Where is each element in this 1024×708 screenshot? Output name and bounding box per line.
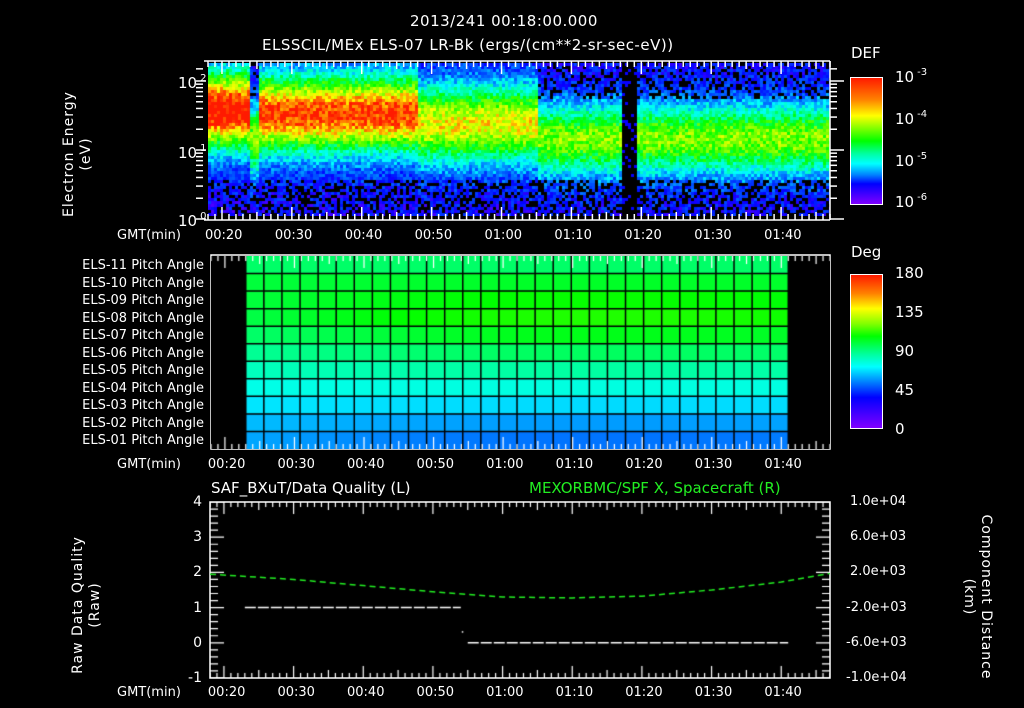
time-tick-label: 00:40 <box>347 457 385 472</box>
pitch-angle-row-label: ELS-05 Pitch Angle <box>82 363 204 379</box>
plot-datetime: 2013/241 00:18:00.000 <box>410 12 598 30</box>
panel3-time-label: GMT(min) <box>117 685 181 700</box>
time-tick-label: 00:30 <box>274 228 313 243</box>
def-label-1e-3: 10 -3 <box>895 67 928 86</box>
time-tick-label: 00:20 <box>207 457 246 472</box>
pitch-angle-row-label: ELS-04 Pitch Angle <box>82 380 204 396</box>
right-axis-tick-label: -1.0e+04 <box>846 670 907 685</box>
panel1-time-label: GMT(min) <box>117 228 181 243</box>
right-axis-title: Component Distance <box>978 514 994 680</box>
time-tick-label: 00:30 <box>277 457 315 472</box>
panel2-time-label: GMT(min) <box>117 457 181 472</box>
time-tick-label: 01:40 <box>764 228 802 243</box>
time-tick-label: 01:20 <box>625 457 663 472</box>
left-axis-units: (Raw) <box>87 582 103 628</box>
deg-colorbar-title: Deg <box>851 243 882 261</box>
time-tick-label: 01:20 <box>625 685 663 700</box>
pitch-angle-row-label: ELS-11 Pitch Angle <box>82 258 204 273</box>
deg-colorbar-label: 135 <box>895 303 924 321</box>
right-axis-tick-label: 6.0e+03 <box>850 529 907 545</box>
time-tick-label: 00:50 <box>416 685 455 700</box>
panel3-left-ylabel: Raw Data Quality (Raw) <box>70 535 104 675</box>
time-tick-label: 01:20 <box>624 228 662 243</box>
time-tick-label: 01:40 <box>764 457 802 472</box>
pitch-angle-row-label: ELS-02 Pitch Angle <box>82 415 204 431</box>
def-colorbar-title: DEF <box>851 44 881 62</box>
left-axis-tick-label: 1 <box>193 599 202 616</box>
time-tick-label: 01:00 <box>484 228 522 243</box>
time-tick-label: 01:30 <box>694 685 733 700</box>
deg-colorbar-label: 90 <box>895 342 915 360</box>
time-tick-label: 00:20 <box>204 228 243 243</box>
ytick-1e2: 10 2 <box>178 73 207 92</box>
deg-colorbar-label: 180 <box>895 264 924 282</box>
def-label-1e-4: 10 -4 <box>895 109 928 128</box>
deg-colorbar-label: 45 <box>895 381 915 399</box>
pitch-angle-row-label: ELS-06 Pitch Angle <box>82 345 204 361</box>
deg-colorbar-label: 0 <box>895 420 905 438</box>
left-axis-tick-label: 0 <box>193 634 202 651</box>
pitch-angle-row-label: ELS-10 Pitch Angle <box>82 275 204 291</box>
right-axis-tick-label: -6.0e+03 <box>846 634 907 650</box>
plot-subtitle: ELSSCIL/MEx ELS-07 LR-Bk (ergs/(cm**2-sr… <box>262 36 674 54</box>
data-quality-plot <box>210 502 830 678</box>
panel3-right-title: MEXORBMC/SPF X, Spacecraft (R) <box>529 479 781 497</box>
panel3-left-title: SAF_BXuT/Data Quality (L) <box>211 479 411 497</box>
left-axis-tick-label: 4 <box>193 494 202 510</box>
time-tick-label: 00:40 <box>347 685 385 700</box>
time-tick-label: 00:50 <box>414 228 453 243</box>
time-tick-label: 01:10 <box>555 685 594 700</box>
time-tick-label: 01:00 <box>486 685 524 700</box>
pitch-angle-row-label: ELS-03 Pitch Angle <box>82 398 204 414</box>
ytick-1e1: 10 1 <box>178 143 207 162</box>
right-axis-tick-label: -2.0e+03 <box>846 599 907 615</box>
left-axis-title: Raw Data Quality <box>70 536 86 674</box>
pitch-angle-heatmap <box>211 256 830 449</box>
right-axis-tick-label: 2.0e+03 <box>850 564 907 580</box>
def-label-1e-6: 10 -6 <box>895 192 928 211</box>
left-axis-tick-label: -1 <box>188 670 202 686</box>
right-axis-units: (km) <box>961 578 977 616</box>
time-tick-label: 01:40 <box>764 685 802 700</box>
time-tick-label: 00:20 <box>207 685 246 700</box>
left-axis-tick-label: 3 <box>193 529 202 546</box>
panel3-right-ylabel: Component Distance (km) <box>960 512 994 682</box>
pitch-angle-row-label: ELS-08 Pitch Angle <box>82 310 204 326</box>
time-tick-label: 00:50 <box>416 457 455 472</box>
deg-colorbar <box>850 274 883 429</box>
def-colorbar <box>850 77 883 205</box>
pitch-angle-row-label: ELS-07 Pitch Angle <box>82 328 204 344</box>
time-tick-label: 01:00 <box>486 457 524 472</box>
time-tick-label: 00:30 <box>277 685 315 700</box>
right-axis-tick-label: 1.0e+04 <box>850 494 907 509</box>
pitch-angle-row-label: ELS-01 Pitch Angle <box>82 433 204 449</box>
time-tick-label: 01:30 <box>694 228 732 243</box>
time-tick-label: 01:10 <box>555 457 594 472</box>
time-tick-label: 01:30 <box>694 457 733 472</box>
def-label-1e-5: 10 -5 <box>895 151 928 170</box>
pitch-angle-row-label: ELS-09 Pitch Angle <box>82 293 204 309</box>
time-tick-label: 00:40 <box>344 228 383 243</box>
energy-spectrogram <box>208 63 830 216</box>
left-axis-tick-label: 2 <box>193 564 202 581</box>
time-tick-label: 01:10 <box>554 228 592 243</box>
ytick-1e0: 10 0 <box>178 211 207 230</box>
